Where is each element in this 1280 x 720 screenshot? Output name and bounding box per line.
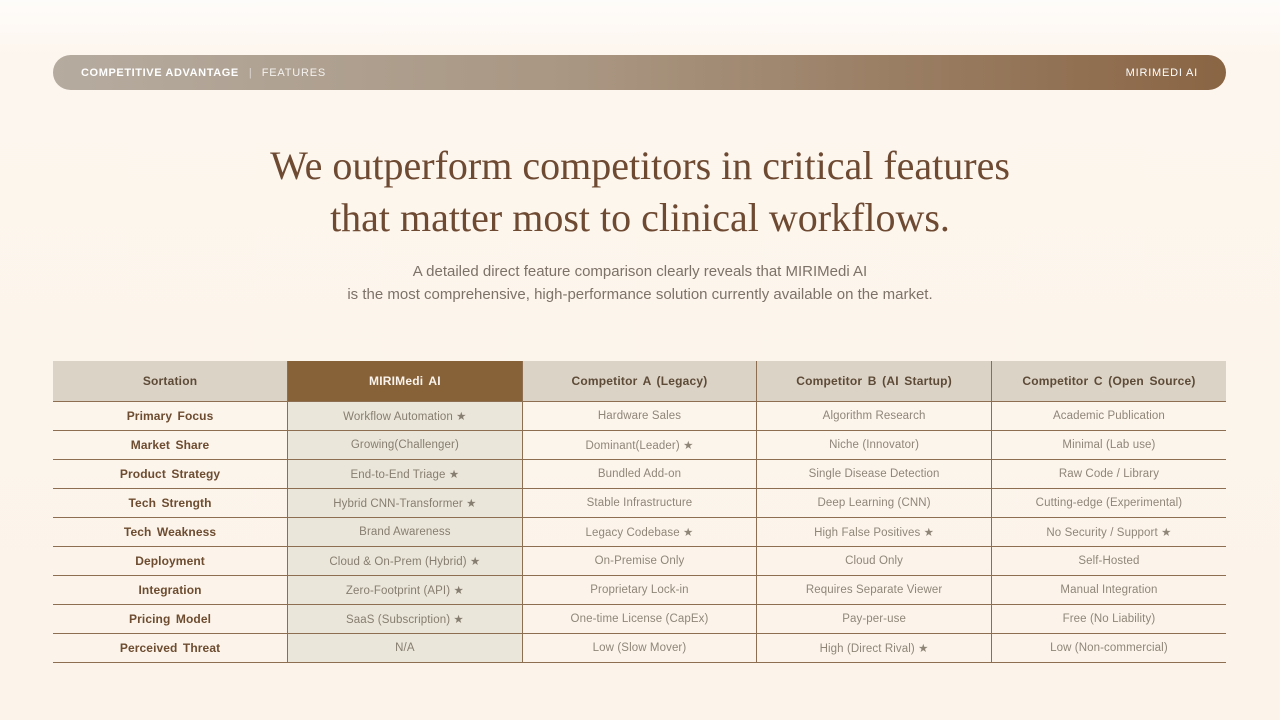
table-row: Market Share Growing(Challenger) Dominan… [53,430,1226,460]
cell-competitor-a: Low (Slow Mover) [521,633,757,663]
cell-competitor-b: Cloud Only [756,546,992,576]
cell-competitor-c: Free (No Liability) [990,604,1226,634]
cell-competitor-a: One-time License (CapEx) [521,604,757,634]
cell-mirimedi: Workflow Automation ★ [287,401,523,431]
row-label: Market Share [53,430,288,460]
cell-mirimedi: SaaS (Subscription) ★ [287,604,523,634]
cell-competitor-c: Low (Non-commercial) [990,633,1226,663]
cell-mirimedi: Brand Awareness [287,517,523,547]
column-header-competitor-b: Competitor B (AI Startup) [756,361,992,402]
row-label: Integration [53,575,288,605]
cell-mirimedi: End-to-End Triage ★ [287,459,523,489]
table-row: Deployment Cloud & On-Prem (Hybrid) ★ On… [53,546,1226,576]
column-header-sortation: Sortation [53,361,288,402]
table-header-row: Sortation MIRIMedi AI Competitor A (Lega… [53,361,1226,402]
cell-competitor-c: Raw Code / Library [990,459,1226,489]
column-header-competitor-c: Competitor C (Open Source) [990,361,1226,402]
page-title: We outperform competitors in critical fe… [0,140,1280,244]
cell-competitor-a: On-Premise Only [521,546,757,576]
cell-competitor-a: Bundled Add-on [521,459,757,489]
top-nav-bar: COMPETITIVE ADVANTAGE | FEATURES MIRIMED… [53,55,1226,90]
breadcrumb-section: COMPETITIVE ADVANTAGE [81,66,239,79]
page-title-line1: We outperform competitors in critical fe… [270,143,1010,188]
table-row: Primary Focus Workflow Automation ★ Hard… [53,401,1226,431]
page-subtitle-line2: is the most comprehensive, high-performa… [347,285,933,303]
cell-competitor-c: No Security / Support ★ [990,517,1226,547]
row-label: Tech Weakness [53,517,288,547]
cell-competitor-c: Cutting-edge (Experimental) [990,488,1226,518]
cell-competitor-b: Single Disease Detection [756,459,992,489]
cell-mirimedi: Hybrid CNN-Transformer ★ [287,488,523,518]
page-title-line2: that matter most to clinical workflows. [330,195,950,240]
page-subtitle: A detailed direct feature comparison cle… [0,261,1280,306]
cell-competitor-b: Deep Learning (CNN) [756,488,992,518]
cell-competitor-c: Minimal (Lab use) [990,430,1226,460]
breadcrumb-separator: | [248,66,252,79]
table-row: Tech Weakness Brand Awareness Legacy Cod… [53,517,1226,547]
cell-competitor-a: Dominant(Leader) ★ [521,430,757,460]
row-label: Product Strategy [53,459,288,489]
comparison-table: Sortation MIRIMedi AI Competitor A (Lega… [53,361,1226,663]
cell-competitor-b: Requires Separate Viewer [756,575,992,605]
cell-competitor-a: Stable Infrastructure [521,488,757,518]
cell-competitor-b: High (Direct Rival) ★ [756,633,992,663]
row-label: Perceived Threat [53,633,288,663]
cell-competitor-c: Manual Integration [990,575,1226,605]
cell-competitor-b: Algorithm Research [756,401,992,431]
column-header-competitor-a: Competitor A (Legacy) [521,361,757,402]
cell-competitor-c: Self-Hosted [990,546,1226,576]
breadcrumb: COMPETITIVE ADVANTAGE | FEATURES [81,67,326,79]
row-label: Tech Strength [53,488,288,518]
cell-competitor-a: Proprietary Lock-in [521,575,757,605]
table-row: Integration Zero-Footprint (API) ★ Propr… [53,575,1226,605]
row-label: Pricing Model [53,604,288,634]
brand-label: MIRIMEDI AI [1125,66,1198,79]
page-subtitle-line1: A detailed direct feature comparison cle… [412,263,868,280]
row-label: Deployment [53,546,288,576]
cell-mirimedi: Growing(Challenger) [287,430,523,460]
cell-competitor-b: Pay-per-use [756,604,992,634]
cell-competitor-c: Academic Publication [990,401,1226,431]
row-label: Primary Focus [53,401,288,431]
cell-competitor-b: Niche (Innovator) [756,430,992,460]
cell-competitor-a: Legacy Codebase ★ [521,517,757,547]
breadcrumb-page: FEATURES [261,66,326,79]
column-header-mirimedi: MIRIMedi AI [287,361,523,402]
table-row: Tech Strength Hybrid CNN-Transformer ★ S… [53,488,1226,518]
cell-competitor-a: Hardware Sales [521,401,757,431]
cell-mirimedi: N/A [287,633,523,663]
cell-mirimedi: Cloud & On-Prem (Hybrid) ★ [287,546,523,576]
cell-competitor-b: High False Positives ★ [756,517,992,547]
table-row: Pricing Model SaaS (Subscription) ★ One-… [53,604,1226,634]
table-row: Product Strategy End-to-End Triage ★ Bun… [53,459,1226,489]
cell-mirimedi: Zero-Footprint (API) ★ [287,575,523,605]
table-row: Perceived Threat N/A Low (Slow Mover) Hi… [53,633,1226,663]
